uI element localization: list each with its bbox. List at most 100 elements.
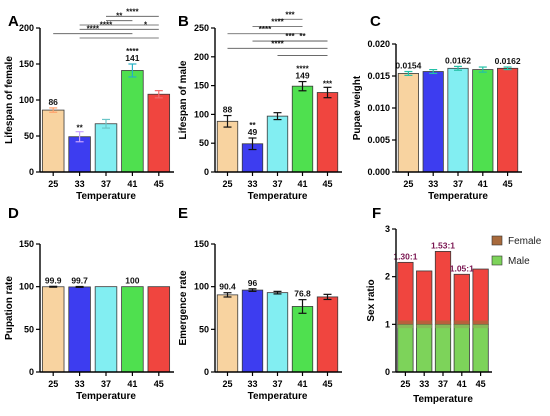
y-tick-label: 50 (199, 138, 209, 148)
bar-25 (41, 286, 65, 373)
x-tick-label: 25 (222, 179, 232, 189)
panel-letter: C (370, 13, 381, 30)
x-tick-label: 45 (476, 379, 486, 389)
x-tick-label: 37 (453, 179, 463, 189)
bar-band-41 (454, 320, 470, 325)
ratio-label-25: 1.30:1 (393, 251, 417, 261)
x-tick-label: 33 (75, 179, 85, 189)
legend-label-female: Female (508, 236, 542, 247)
y-tick-label: 150 (19, 59, 34, 69)
x-tick-label: 41 (297, 379, 307, 389)
y-tick-label: 0.020 (367, 39, 390, 49)
y-tick-label: 200 (19, 23, 34, 33)
bar-male-33 (416, 323, 433, 373)
x-tick-label: 25 (48, 379, 58, 389)
bar-37 (266, 292, 289, 373)
bar-41 (291, 306, 314, 373)
bar-female-25 (397, 261, 414, 325)
bar-33 (241, 289, 264, 373)
y-tick-label: 0 (204, 167, 209, 177)
x-tick-label: 33 (419, 379, 429, 389)
bar-33 (68, 286, 91, 373)
bar-band-low-33 (416, 324, 432, 329)
x-tick-label: 45 (322, 379, 332, 389)
x-tick-label: 33 (247, 179, 257, 189)
value-label-41: 76.8 (294, 289, 311, 299)
panel-e: E 90.4 96 76.8 0 50 100 150 25 33 37 41 45 Temperatur… (178, 205, 342, 402)
value-label-25: 99.9 (45, 275, 62, 285)
value-label-25: 0.0154 (395, 61, 421, 71)
bracket-label-5: **** (87, 25, 100, 34)
bar-female-37 (434, 251, 452, 325)
bar-45 (316, 92, 339, 173)
bar-25 (216, 120, 239, 173)
y-tick-label: 1 (385, 319, 390, 329)
x-axis-title: Temperature (248, 191, 308, 202)
y-tick-label: 0.010 (367, 103, 390, 113)
bar-37 (94, 286, 118, 373)
bar-band-low-45 (472, 324, 489, 329)
bar-band-low-41 (454, 324, 470, 329)
y-tick-label: 150 (194, 239, 209, 249)
bar-33 (422, 71, 444, 173)
panel-letter: B (178, 13, 189, 30)
x-tick-label: 25 (400, 379, 410, 389)
x-tick-label: 45 (322, 179, 332, 189)
bar-band-low-37 (435, 324, 451, 329)
y-tick-label: 100 (194, 282, 209, 292)
y-axis-title: Lifespan of female (4, 56, 15, 144)
x-axis-title: Temperature (76, 191, 136, 202)
y-axis-title: Emergence rate (178, 270, 189, 345)
bar-41 (472, 69, 494, 173)
y-tick-label: 150 (19, 239, 34, 249)
y-tick-label: 0 (29, 367, 34, 377)
panel-letter: A (8, 13, 19, 30)
significance-33: ** (76, 124, 83, 133)
bar-41 (121, 286, 144, 373)
bar-25 (41, 109, 65, 173)
x-tick-label: 45 (154, 179, 164, 189)
value-label-45: 0.0162 (495, 56, 521, 66)
y-tick-label: 100 (19, 95, 34, 105)
y-tick-label: 150 (194, 81, 209, 91)
x-tick-label: 25 (222, 379, 232, 389)
significance-41: **** (126, 47, 139, 56)
x-tick-label: 41 (127, 179, 137, 189)
ratio-label-41: 1.05:1 (450, 263, 474, 273)
y-tick-label: 0 (385, 367, 390, 377)
y-axis-title: Pupation rate (4, 276, 15, 340)
ratio-label-37: 1.53:1 (431, 240, 455, 250)
x-tick-label: 37 (272, 379, 282, 389)
legend-swatch-male (491, 255, 503, 266)
x-tick-label: 37 (101, 179, 111, 189)
x-tick-label: 33 (75, 379, 85, 389)
y-tick-label: 0.015 (367, 71, 390, 81)
x-tick-label: 45 (154, 379, 164, 389)
y-axis-title: Pupae weight (352, 75, 363, 140)
bracket-label-2: **** (259, 25, 272, 34)
y-tick-label: 50 (24, 131, 34, 141)
significance-45: *** (323, 79, 333, 88)
legend-swatch-female (491, 235, 503, 246)
bar-45 (316, 296, 339, 373)
bar-25 (216, 294, 239, 373)
value-label-25: 90.4 (219, 282, 236, 292)
bar-band-25 (397, 320, 414, 325)
value-label-33: 99.7 (71, 275, 88, 285)
x-tick-label: 45 (503, 179, 513, 189)
significance-41: **** (296, 65, 309, 74)
bar-male-45 (472, 323, 489, 373)
legend: Female Male (491, 235, 542, 267)
bar-37 (266, 115, 289, 173)
x-tick-label: 37 (101, 379, 111, 389)
bar-41 (291, 85, 314, 173)
panel-f: F 1.30:1 1.53:1 1.05:1 Female Male 0 1 2 3 25 33 37 4… (366, 205, 542, 405)
x-tick-label: 33 (428, 179, 438, 189)
bar-female-45 (472, 268, 489, 325)
bar-45 (147, 286, 171, 373)
bar-band-37 (435, 320, 451, 325)
bar-45 (147, 93, 171, 173)
bar-band-45 (472, 320, 489, 325)
